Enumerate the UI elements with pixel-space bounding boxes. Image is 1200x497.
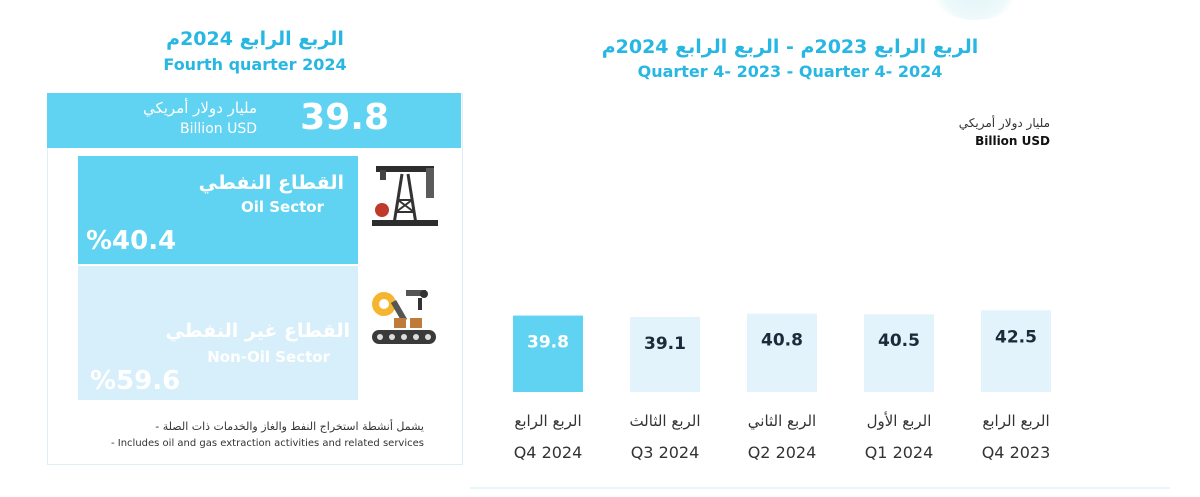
bar-q1-2024 (864, 314, 934, 392)
total-unit-english: Billion USD (180, 121, 257, 137)
non-oil-sector-label-english: Non-Oil Sector (207, 348, 330, 366)
bar-q2-2024 (747, 313, 817, 392)
bar-chart: 39.8 الربع الرابع Q4 2024 39.1 الربع الثالث Q… (513, 310, 1051, 462)
category-label-arabic: الربع الرابع (514, 412, 581, 430)
non-oil-sector-label-arabic: القطاع غير النفطي (165, 320, 350, 342)
bar-value-label: 40.5 (878, 331, 920, 351)
unit-label-english: Billion USD (975, 134, 1050, 148)
total-value-box: 39.8 مليار دولار أمريكي Billion USD (47, 93, 461, 148)
unit-label-arabic: مليار دولار أمريكي (958, 116, 1050, 130)
oil-sector-percent: %40.4 (86, 226, 177, 256)
category-label-arabic: الربع الثاني (748, 412, 816, 431)
category-label-english: Q2 2024 (748, 443, 817, 462)
oil-sector-label-english: Oil Sector (241, 198, 324, 216)
industrial-robot-icon (372, 290, 436, 344)
total-value: 39.8 (300, 97, 389, 138)
bar-q4-2024 (513, 315, 583, 392)
category-label-arabic: الربع الثالث (629, 412, 700, 430)
bottom-divider (470, 487, 1170, 489)
category-label-arabic: الربع الأول (867, 411, 932, 430)
category-label-english: Q3 2024 (631, 443, 700, 462)
oil-sector-label-arabic: القطاع النفطي (198, 172, 344, 194)
non-oil-sector-box: القطاع غير النفطي Non-Oil Sector %59.6 (78, 266, 358, 400)
non-oil-sector-percent: %59.6 (90, 366, 181, 396)
category-label-arabic: الربع الرابع (982, 412, 1049, 430)
left-title-arabic: الربع الرابع 2024م (166, 28, 344, 50)
total-unit-arabic: مليار دولار أمريكي (142, 99, 257, 117)
bar-value-label: 42.5 (995, 327, 1037, 347)
bar-value-label: 39.8 (527, 333, 569, 353)
footnote-arabic: - يشمل أنشطة استخراج النفط والغاز والخدم… (155, 420, 424, 433)
bar-q4-2023 (981, 310, 1051, 392)
footnote-english: - Includes oil and gas extraction activi… (110, 438, 424, 449)
bar-q3-2024 (630, 316, 700, 392)
category-label-english: Q4 2024 (514, 443, 583, 462)
bar-value-label: 39.1 (644, 334, 686, 354)
oil-derrick-icon (372, 166, 438, 226)
oil-sector-box: القطاع النفطي Oil Sector %40.4 (78, 156, 358, 264)
chart-title-english: Quarter 4- 2023 - Quarter 4- 2024 (637, 62, 943, 81)
corner-decoration (930, 0, 1020, 20)
left-title-english: Fourth quarter 2024 (163, 55, 347, 74)
bar-value-label: 40.8 (761, 331, 803, 351)
chart-title-arabic: الربع الرابع 2023م - الربع الرابع 2024م (601, 36, 979, 58)
category-label-english: Q4 2023 (982, 443, 1051, 462)
category-label-english: Q1 2024 (865, 443, 934, 462)
